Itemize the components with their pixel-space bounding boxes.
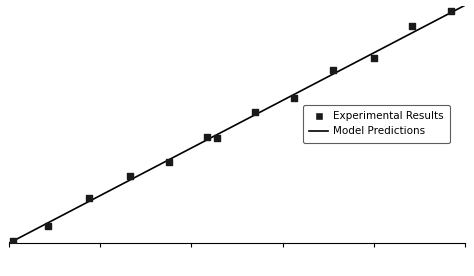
Point xyxy=(447,9,455,14)
Point xyxy=(204,135,211,139)
Legend: Experimental Results, Model Predictions: Experimental Results, Model Predictions xyxy=(303,105,450,143)
Point xyxy=(165,160,173,164)
Point xyxy=(290,96,298,100)
Point xyxy=(126,174,134,178)
Point xyxy=(370,56,377,60)
Point xyxy=(409,24,416,28)
Point xyxy=(9,239,17,243)
Point xyxy=(45,224,52,229)
Point xyxy=(251,110,259,115)
Point xyxy=(213,136,220,140)
Point xyxy=(329,68,337,72)
Point xyxy=(85,196,93,201)
